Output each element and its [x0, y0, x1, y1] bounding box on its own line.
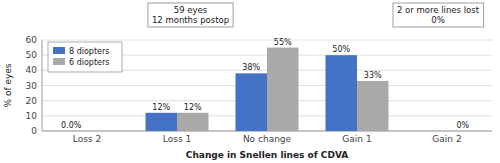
y-axis-line [42, 40, 43, 131]
legend: 8 diopters 6 diopters [48, 42, 122, 72]
y-tick-label: 20 [26, 96, 38, 106]
x-tick-label: Loss 2 [73, 134, 101, 144]
bar [416, 131, 448, 132]
bar [326, 55, 358, 131]
legend-label: 8 diopters [69, 47, 109, 56]
data-label: 33% [364, 71, 382, 80]
legend-swatch [53, 47, 65, 54]
data-label: 12% [152, 103, 170, 112]
data-label: 38% [242, 63, 260, 72]
data-label: 0.0% [61, 121, 82, 130]
data-label: 55% [274, 38, 292, 47]
bar [177, 113, 209, 131]
data-label: 12% [184, 103, 202, 112]
bar [447, 131, 479, 132]
bars [146, 48, 389, 131]
data-label: 50% [332, 45, 350, 54]
y-tick-label: 0 [31, 126, 37, 136]
bar [357, 81, 389, 131]
x-tick-label: Gain 2 [432, 134, 461, 144]
legend-swatch [53, 58, 65, 65]
bar [236, 73, 268, 131]
chart-container: 0 10 20 30 40 50 60 0.0% 12% 38% 50% 12% 55% 33% 0% Los… [0, 0, 500, 163]
bar [56, 131, 88, 132]
y-tick-label: 10 [26, 111, 38, 121]
bar [267, 48, 299, 131]
legend-box [48, 42, 122, 72]
y-tick-label: 40 [26, 65, 38, 75]
x-tick-label: Loss 1 [163, 134, 191, 144]
y-tick-label: 50 [26, 50, 38, 60]
y-tick-label: 60 [26, 35, 38, 45]
bar [87, 131, 119, 132]
x-axis-label: Change in Snellen lines of CDVA [186, 150, 348, 160]
legend-label: 6 diopters [69, 58, 109, 67]
annotation: 2 or more lines lost0% [393, 3, 484, 27]
annotation-text: 2 or more lines lost0% [397, 5, 480, 25]
data-label: 0% [456, 121, 469, 130]
y-axis-label: % of eyes [3, 63, 13, 107]
annotation: 59 eyes12 months postop [148, 3, 233, 27]
bar [146, 113, 178, 131]
x-tick-label: No change [243, 134, 292, 144]
annotation-box [148, 3, 233, 27]
chart: 0 10 20 30 40 50 60 0.0% 12% 38% 50% 12% 55% 33% 0% Los… [0, 0, 500, 163]
annotation-text: 59 eyes12 months postop [152, 5, 229, 25]
x-tick-label: Gain 1 [342, 134, 371, 144]
grid-line [42, 40, 492, 41]
y-tick-label: 30 [26, 81, 38, 91]
annotation-box [393, 3, 484, 27]
